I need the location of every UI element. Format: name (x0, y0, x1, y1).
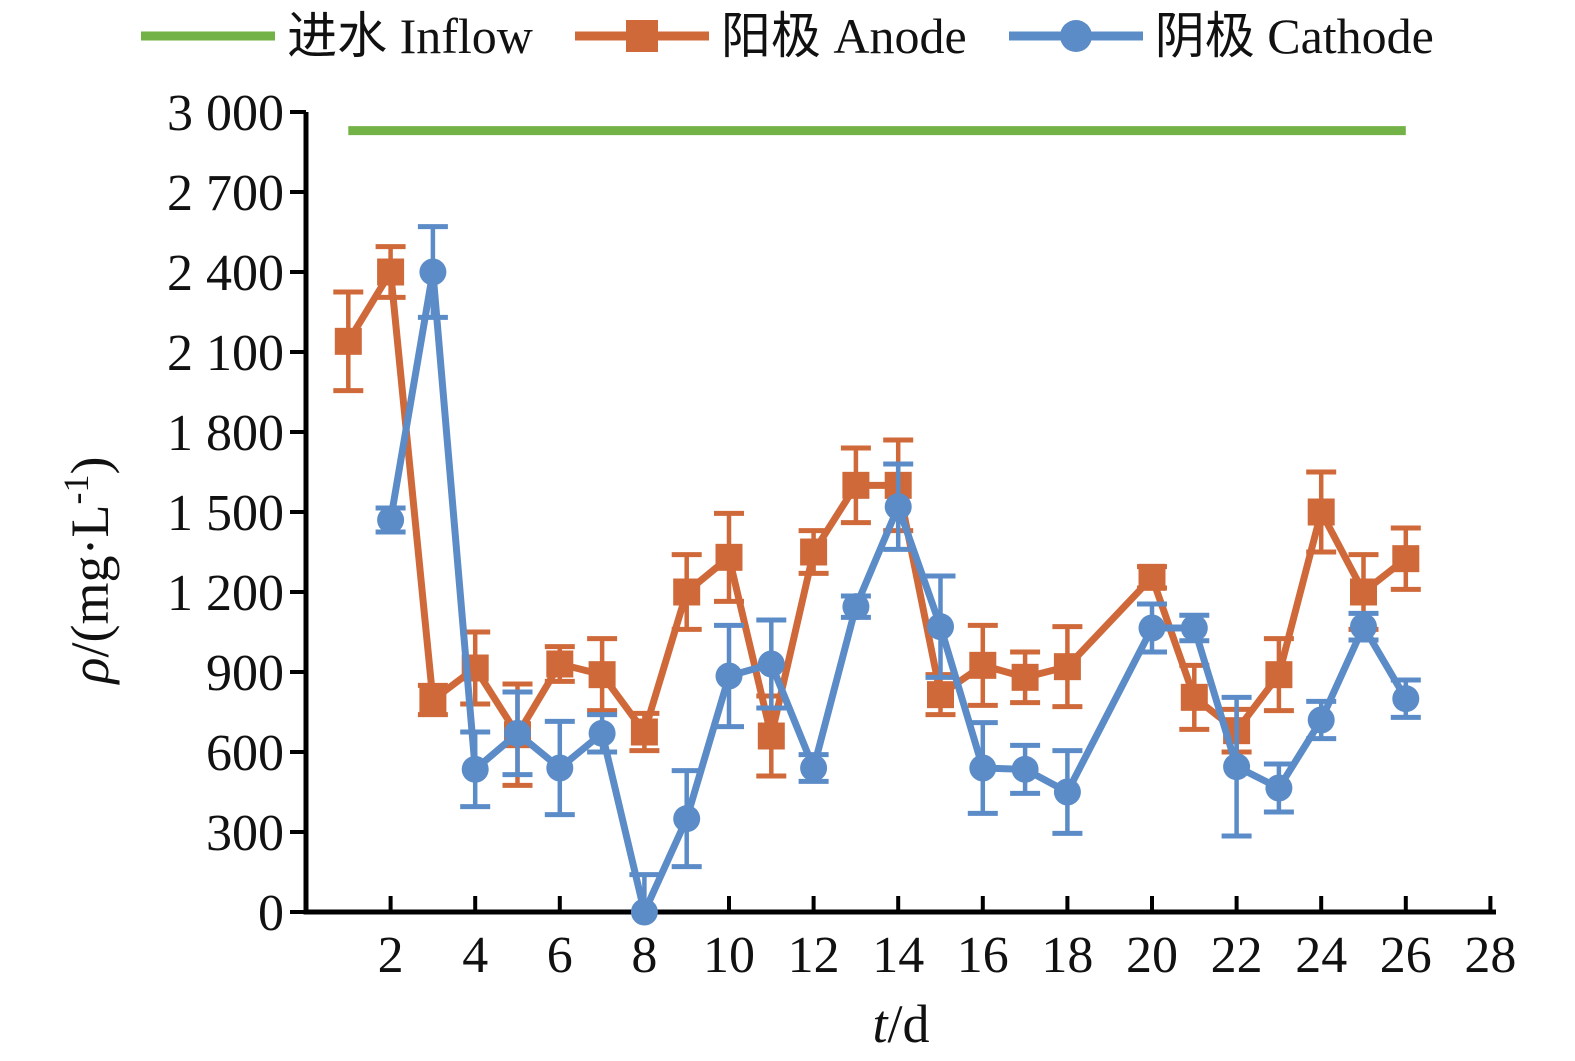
anode-point (1307, 498, 1335, 526)
cathode-point (419, 258, 447, 286)
anode-point (715, 543, 743, 571)
x-tick-label: 28 (1464, 927, 1516, 984)
cathode-point (715, 662, 743, 690)
cathode-line (387, 268, 1410, 916)
x-tick-label: 16 (957, 927, 1009, 984)
cathode-point (1223, 753, 1251, 781)
anode-point (1350, 578, 1377, 606)
y-tick-label: 2 400 (167, 245, 284, 302)
anode-point (1265, 661, 1293, 689)
anode-point (969, 651, 997, 679)
cathode-point (884, 493, 912, 521)
x-axis-label: t/d (872, 994, 929, 1054)
anode-point (1138, 563, 1166, 591)
cathode-point (461, 755, 489, 783)
cathode-point (1307, 706, 1335, 734)
anode-point (1392, 545, 1420, 573)
y-tick-label: 600 (206, 725, 284, 782)
anode-point (673, 578, 701, 606)
anode-point (588, 661, 616, 689)
legend-item-cathode: 阴极 Cathode (1008, 8, 1434, 64)
legend-label-inflow: 进水 Inflow (287, 8, 533, 64)
y-tick-label: 300 (206, 805, 284, 862)
x-tick-label: 22 (1211, 927, 1263, 984)
x-tick-label: 20 (1126, 927, 1178, 984)
anode-point (1053, 653, 1081, 681)
cathode-point (1138, 614, 1166, 642)
anode-point (419, 686, 447, 714)
y-tick-label: 1 500 (167, 485, 284, 542)
anode-point (630, 718, 658, 746)
anode-line-swatch (574, 20, 709, 52)
cathode-point (630, 898, 658, 926)
y-tick-label: 3 000 (167, 85, 284, 142)
x-tick-label: 24 (1295, 927, 1347, 984)
legend: 进水 Inflow 阳极 Anode 阴极 Cathode (0, 2, 1575, 70)
cathode-point (1265, 774, 1293, 802)
legend-label-anode: 阳极 Anode (720, 8, 967, 64)
y-tick-label: 1 200 (167, 565, 284, 622)
anode-point (927, 681, 954, 709)
y-axis-label: ρ/(mg·L-1) (56, 457, 120, 686)
anode-point (757, 722, 785, 750)
anode-point (1011, 663, 1039, 691)
cathode-point (800, 754, 828, 782)
anode-point (800, 538, 828, 566)
cathode-point (1350, 613, 1377, 641)
legend-label-cathode: 阴极 Cathode (1154, 8, 1434, 64)
y-tick-label: 2 100 (167, 325, 284, 382)
cathode-line-swatch (1008, 20, 1143, 52)
cathode-point (588, 719, 616, 747)
cathode-point (1392, 685, 1420, 713)
anode-point (1180, 683, 1208, 711)
anode-point (546, 650, 574, 678)
cathode-point (673, 805, 701, 833)
legend-square-marker-icon (625, 20, 658, 52)
cathode-point (546, 754, 574, 782)
x-tick-label: 2 (378, 927, 404, 984)
x-tick-label: 10 (703, 927, 755, 984)
x-tick-label: 4 (462, 927, 488, 984)
cathode-point (842, 593, 870, 621)
y-tick-label: 0 (258, 885, 284, 942)
cathode-point (1180, 614, 1208, 642)
cathode-point (1011, 755, 1039, 783)
cathode-point (1053, 778, 1081, 806)
x-tick-label: 12 (788, 927, 840, 984)
cathode-point (757, 650, 785, 678)
anode-line (344, 268, 1410, 740)
inflow-line-swatch (141, 31, 276, 41)
y-tick-label: 2 700 (167, 165, 284, 222)
x-tick-label: 14 (872, 927, 924, 984)
x-tick-label: 6 (547, 927, 573, 984)
legend-item-inflow: 进水 Inflow (141, 10, 533, 62)
cathode-point (969, 754, 997, 782)
cathode-point (927, 613, 954, 641)
anode-point (842, 471, 870, 499)
x-tick-label: 8 (631, 927, 657, 984)
x-tick-label: 18 (1041, 927, 1093, 984)
anode-point (377, 258, 405, 286)
legend-item-anode: 阳极 Anode (574, 8, 967, 64)
anode-point (334, 327, 362, 355)
cathode-point (504, 719, 531, 747)
y-tick-label: 900 (206, 645, 284, 702)
y-tick-label: 1 800 (167, 405, 284, 462)
x-tick-label: 26 (1380, 927, 1432, 984)
cathode-point (377, 506, 405, 534)
legend-circle-marker-icon (1059, 20, 1092, 52)
